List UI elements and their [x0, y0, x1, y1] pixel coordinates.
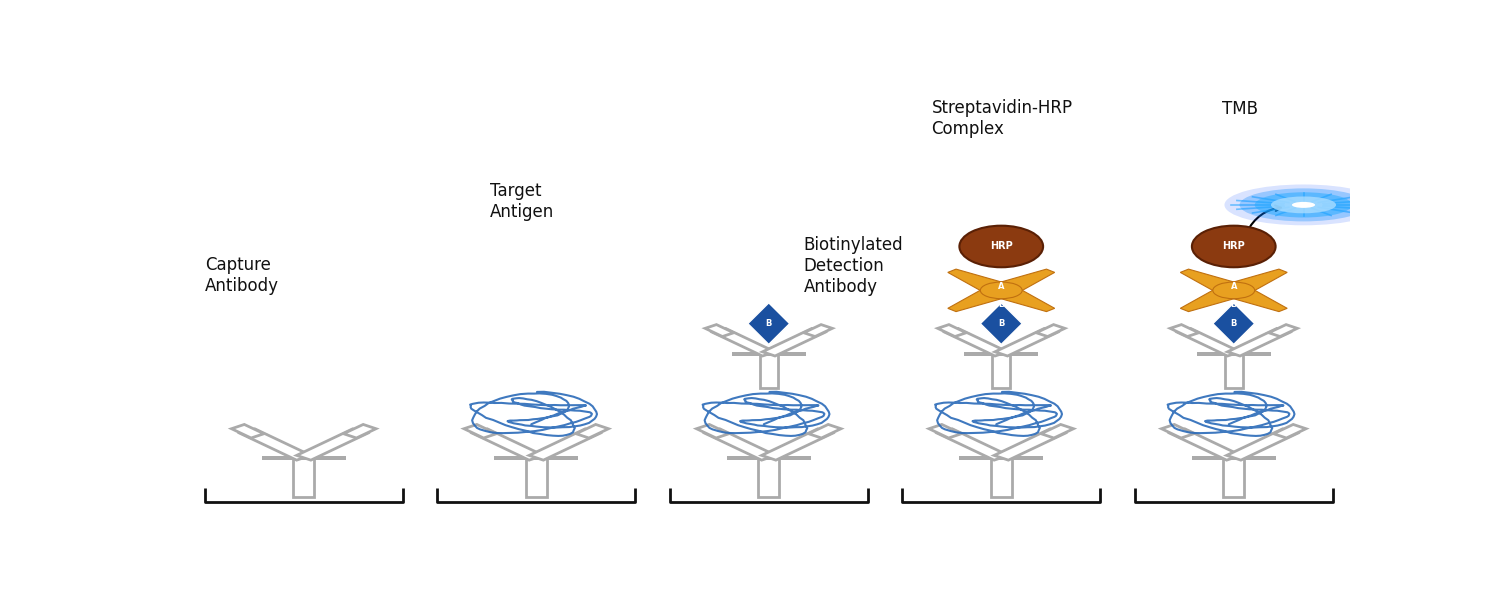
Polygon shape — [297, 429, 368, 460]
Polygon shape — [748, 303, 789, 344]
Text: B: B — [998, 319, 1005, 328]
Polygon shape — [948, 269, 1014, 295]
Polygon shape — [240, 429, 310, 460]
Text: HRP: HRP — [1222, 241, 1245, 251]
Ellipse shape — [960, 226, 1042, 267]
Text: A: A — [998, 282, 1005, 291]
Polygon shape — [928, 424, 962, 438]
Polygon shape — [464, 424, 496, 438]
Polygon shape — [231, 424, 264, 438]
Polygon shape — [988, 269, 1054, 295]
Ellipse shape — [1192, 226, 1275, 267]
Polygon shape — [804, 325, 832, 337]
Text: Streptavidin-HRP
Complex: Streptavidin-HRP Complex — [932, 99, 1072, 137]
Polygon shape — [1041, 424, 1074, 438]
Polygon shape — [1170, 325, 1198, 337]
Polygon shape — [1221, 269, 1287, 295]
Polygon shape — [705, 325, 734, 337]
Bar — [1192, 456, 1275, 460]
Bar — [964, 352, 1038, 356]
Polygon shape — [762, 429, 832, 460]
Polygon shape — [1178, 328, 1240, 356]
Text: B: B — [1230, 319, 1238, 328]
Polygon shape — [1161, 424, 1194, 438]
Polygon shape — [1180, 269, 1246, 295]
Polygon shape — [994, 429, 1065, 460]
Ellipse shape — [1224, 184, 1383, 226]
Polygon shape — [1036, 325, 1065, 337]
Polygon shape — [344, 424, 376, 438]
Ellipse shape — [1292, 202, 1316, 208]
Polygon shape — [938, 429, 1008, 460]
Ellipse shape — [1270, 196, 1336, 213]
Polygon shape — [994, 328, 1058, 356]
Circle shape — [1214, 282, 1254, 299]
Bar — [992, 458, 1011, 497]
Ellipse shape — [1239, 188, 1368, 221]
Polygon shape — [696, 424, 729, 438]
Text: B: B — [1230, 300, 1238, 309]
Polygon shape — [938, 325, 966, 337]
Bar — [495, 456, 578, 460]
Bar — [1224, 458, 1244, 497]
Polygon shape — [762, 328, 825, 356]
Bar — [960, 456, 1042, 460]
Polygon shape — [1214, 303, 1254, 344]
Polygon shape — [981, 303, 1022, 344]
Bar — [262, 456, 345, 460]
Bar — [759, 354, 778, 388]
Bar — [732, 352, 806, 356]
Text: Target
Antigen: Target Antigen — [489, 182, 554, 221]
Polygon shape — [948, 286, 1014, 311]
Polygon shape — [530, 429, 600, 460]
Ellipse shape — [1254, 192, 1353, 218]
Polygon shape — [1274, 424, 1306, 438]
Bar — [526, 458, 546, 497]
Text: B: B — [998, 300, 1005, 309]
Circle shape — [981, 282, 1022, 299]
Bar — [294, 458, 314, 497]
Polygon shape — [576, 424, 609, 438]
Polygon shape — [1170, 429, 1240, 460]
Polygon shape — [945, 328, 1008, 356]
Polygon shape — [1269, 325, 1298, 337]
Polygon shape — [988, 286, 1054, 311]
Text: A: A — [1230, 282, 1238, 291]
Polygon shape — [808, 424, 842, 438]
Text: TMB: TMB — [1222, 100, 1258, 118]
Polygon shape — [1227, 328, 1290, 356]
Polygon shape — [472, 429, 543, 460]
Polygon shape — [712, 328, 776, 356]
Text: Biotinylated
Detection
Antibody: Biotinylated Detection Antibody — [804, 236, 903, 296]
Polygon shape — [1227, 429, 1298, 460]
Bar — [759, 458, 778, 497]
Bar — [728, 456, 810, 460]
Polygon shape — [705, 429, 776, 460]
Bar — [1197, 352, 1270, 356]
Polygon shape — [1180, 286, 1246, 311]
Polygon shape — [1221, 286, 1287, 311]
Text: Capture
Antibody: Capture Antibody — [206, 256, 279, 295]
Text: B: B — [765, 319, 772, 328]
Bar — [1224, 354, 1244, 388]
Text: HRP: HRP — [990, 241, 1012, 251]
Bar — [992, 354, 1011, 388]
